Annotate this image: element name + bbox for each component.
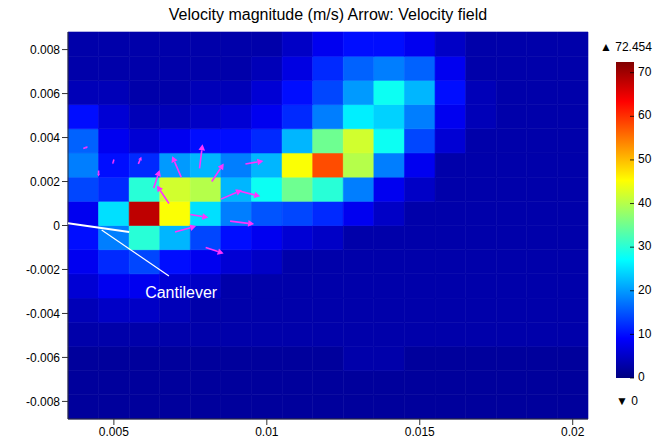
svg-text:40: 40 xyxy=(638,196,652,210)
svg-text:▼ 0: ▼ 0 xyxy=(616,394,638,408)
svg-text:0: 0 xyxy=(53,219,60,233)
svg-text:30: 30 xyxy=(638,239,652,253)
svg-text:▲ 72.454: ▲ 72.454 xyxy=(600,40,652,54)
svg-text:0.02: 0.02 xyxy=(561,425,585,439)
svg-text:Cantilever: Cantilever xyxy=(145,284,218,301)
svg-text:20: 20 xyxy=(638,283,652,297)
svg-text:0.006: 0.006 xyxy=(30,87,60,101)
svg-text:0.01: 0.01 xyxy=(255,425,279,439)
svg-text:0.004: 0.004 xyxy=(30,131,60,145)
svg-text:0.002: 0.002 xyxy=(30,175,60,189)
svg-text:70: 70 xyxy=(638,65,652,79)
svg-text:-0.004: -0.004 xyxy=(26,307,60,321)
svg-text:10: 10 xyxy=(638,327,652,341)
svg-text:50: 50 xyxy=(638,152,652,166)
svg-text:0.008: 0.008 xyxy=(30,43,60,57)
svg-text:0.015: 0.015 xyxy=(405,425,435,439)
svg-text:0: 0 xyxy=(638,370,645,384)
svg-text:60: 60 xyxy=(638,108,652,122)
svg-text:0.005: 0.005 xyxy=(99,425,129,439)
svg-text:-0.006: -0.006 xyxy=(26,351,60,365)
html-text:Velocity magnitude (m/s) Arrow: Velocity magnitude (m/s) Arrow: Velocity… xyxy=(168,6,488,23)
svg-text:-0.008: -0.008 xyxy=(26,395,60,409)
svg-text:-0.002: -0.002 xyxy=(26,263,60,277)
